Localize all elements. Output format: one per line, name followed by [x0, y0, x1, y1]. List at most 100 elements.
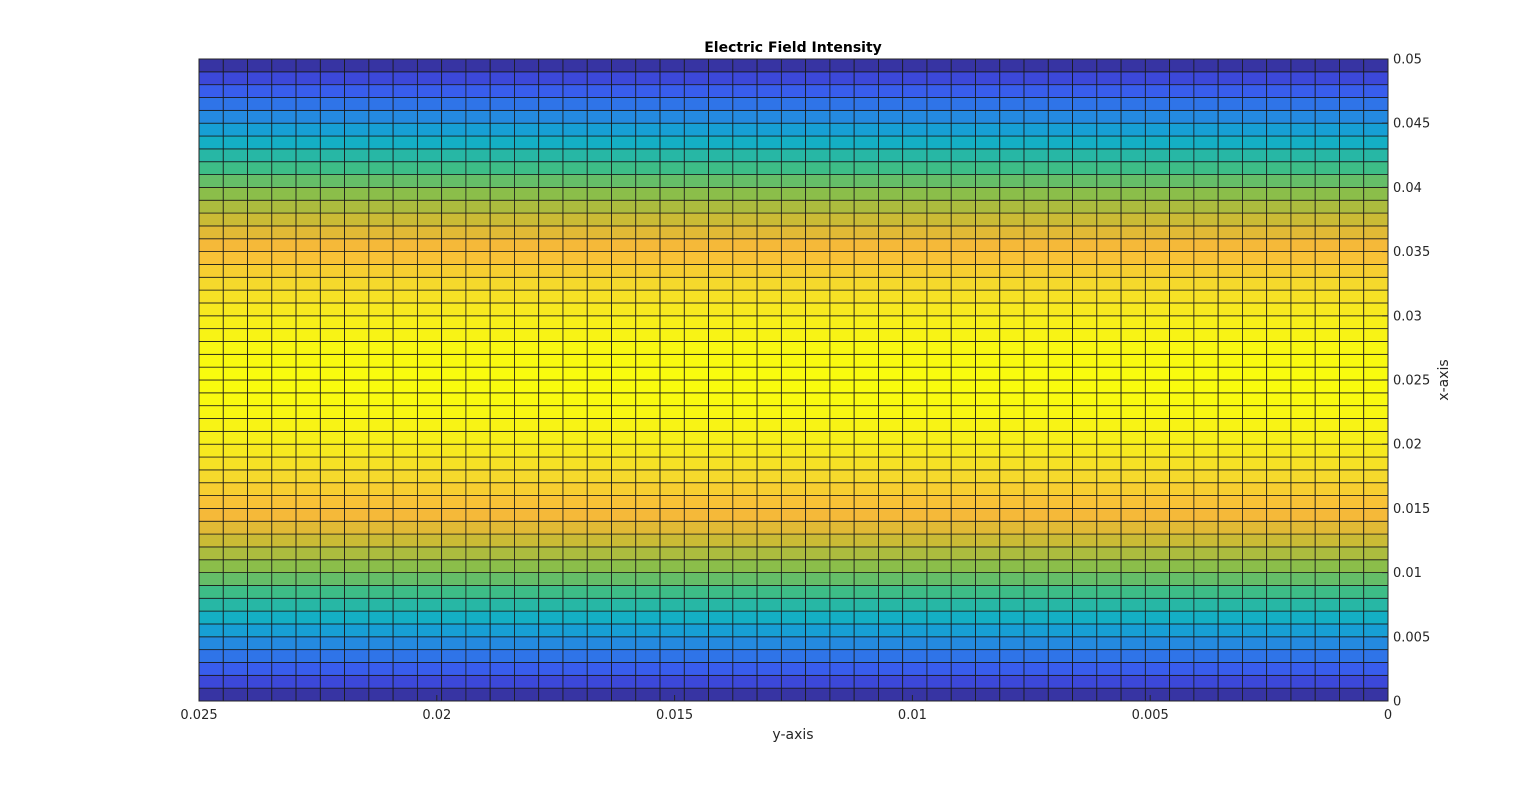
heatmap-cell — [683, 482, 709, 496]
heatmap-cell — [562, 507, 588, 522]
heatmap-cell — [586, 597, 612, 612]
heatmap-cell — [1023, 264, 1049, 278]
heatmap-cell — [247, 610, 273, 625]
heatmap-cell — [1193, 597, 1219, 612]
heatmap-cell — [586, 585, 612, 599]
heatmap-cell — [659, 533, 685, 548]
heatmap-cell — [756, 264, 782, 278]
heatmap-cell — [975, 443, 1001, 458]
heatmap-cell — [271, 456, 297, 471]
heatmap-cell — [1217, 238, 1243, 252]
heatmap-cell — [538, 58, 564, 73]
heatmap-cell — [611, 186, 637, 201]
heatmap-cell — [1047, 353, 1073, 368]
heatmap-cell — [295, 341, 321, 355]
heatmap-cell — [441, 251, 467, 265]
heatmap-cell — [1047, 122, 1073, 137]
heatmap-cell — [1096, 161, 1122, 175]
heatmap-cell — [538, 174, 564, 188]
heatmap-cell — [1120, 559, 1146, 574]
heatmap-cell — [683, 597, 709, 612]
heatmap-cell — [368, 97, 394, 111]
heatmap-cell — [780, 418, 807, 432]
heatmap-cell — [659, 353, 685, 368]
heatmap-cell — [780, 302, 807, 317]
heatmap-cell — [392, 238, 418, 252]
heatmap-cell — [562, 225, 588, 240]
heatmap-cell — [465, 418, 491, 432]
heatmap-cell — [489, 251, 515, 265]
heatmap-cell — [465, 610, 491, 625]
heatmap-cell — [975, 97, 1001, 111]
heatmap-cell — [708, 328, 734, 342]
heatmap-cell — [465, 495, 491, 509]
heatmap-cell — [902, 495, 928, 509]
heatmap-cell — [780, 328, 807, 342]
heatmap-cell — [732, 597, 758, 612]
heatmap-cell — [1144, 597, 1171, 612]
heatmap-cell — [1169, 495, 1195, 509]
heatmap-cell — [926, 405, 952, 419]
heatmap-cell — [416, 353, 443, 368]
heatmap-cell — [683, 662, 709, 676]
heatmap-cell — [222, 379, 248, 394]
heatmap-cell — [416, 674, 443, 689]
heatmap-cell — [1363, 687, 1389, 702]
heatmap-cell — [1072, 161, 1098, 175]
heatmap-cell — [1339, 392, 1365, 407]
heatmap-cell — [392, 610, 418, 625]
heatmap-cell — [1023, 212, 1049, 227]
heatmap-cell — [756, 495, 782, 509]
heatmap-cell — [1047, 533, 1073, 548]
heatmap-cell — [756, 251, 782, 265]
heatmap-cell — [271, 276, 297, 291]
heatmap-cell — [1217, 225, 1243, 240]
heatmap-cell — [708, 520, 734, 535]
heatmap-cell — [247, 97, 273, 111]
heatmap-cell — [1290, 366, 1316, 381]
heatmap-cell — [659, 238, 685, 252]
heatmap-cell — [416, 418, 443, 432]
heatmap-cell — [1072, 84, 1098, 98]
heatmap-cell — [416, 546, 443, 561]
heatmap-cell — [392, 572, 418, 586]
heatmap-cell — [489, 174, 515, 188]
heatmap-cell — [878, 430, 904, 445]
heatmap-cell — [1217, 405, 1243, 419]
heatmap-cell — [368, 456, 394, 471]
heatmap-cell — [1242, 392, 1268, 407]
heatmap-cell — [805, 264, 831, 278]
heatmap-cell — [489, 662, 515, 676]
heatmap-cell — [853, 186, 879, 201]
heatmap-cell — [853, 97, 879, 111]
heatmap-cell — [975, 174, 1001, 188]
heatmap-cell — [975, 507, 1001, 522]
heatmap-cell — [902, 430, 928, 445]
heatmap-cell — [247, 353, 273, 368]
heatmap-cell — [611, 597, 637, 612]
heatmap-cell — [1023, 507, 1049, 522]
heatmap-cell — [392, 148, 418, 163]
heatmap-cell — [732, 379, 758, 394]
heatmap-cell — [659, 199, 685, 214]
heatmap-cell — [319, 353, 345, 368]
heatmap-cell — [611, 225, 637, 240]
heatmap-cell — [489, 84, 515, 98]
heatmap-cell — [514, 84, 540, 98]
heatmap-cell — [975, 585, 1001, 599]
heatmap-cell — [1047, 559, 1073, 574]
heatmap-cell — [683, 443, 709, 458]
heatmap-cell — [1217, 469, 1243, 484]
heatmap-cell — [1047, 97, 1073, 111]
heatmap-cell — [1144, 533, 1171, 548]
heatmap-cell — [247, 469, 273, 484]
heatmap-cell — [1314, 507, 1340, 522]
heatmap-cell — [1290, 186, 1316, 201]
heatmap-cell — [441, 71, 467, 86]
heatmap-cell — [1290, 649, 1316, 663]
heatmap-cell — [611, 264, 637, 278]
heatmap-cell — [1339, 366, 1365, 381]
heatmap-cell — [659, 392, 685, 407]
heatmap-cell — [586, 649, 612, 663]
heatmap-cell — [247, 174, 273, 188]
